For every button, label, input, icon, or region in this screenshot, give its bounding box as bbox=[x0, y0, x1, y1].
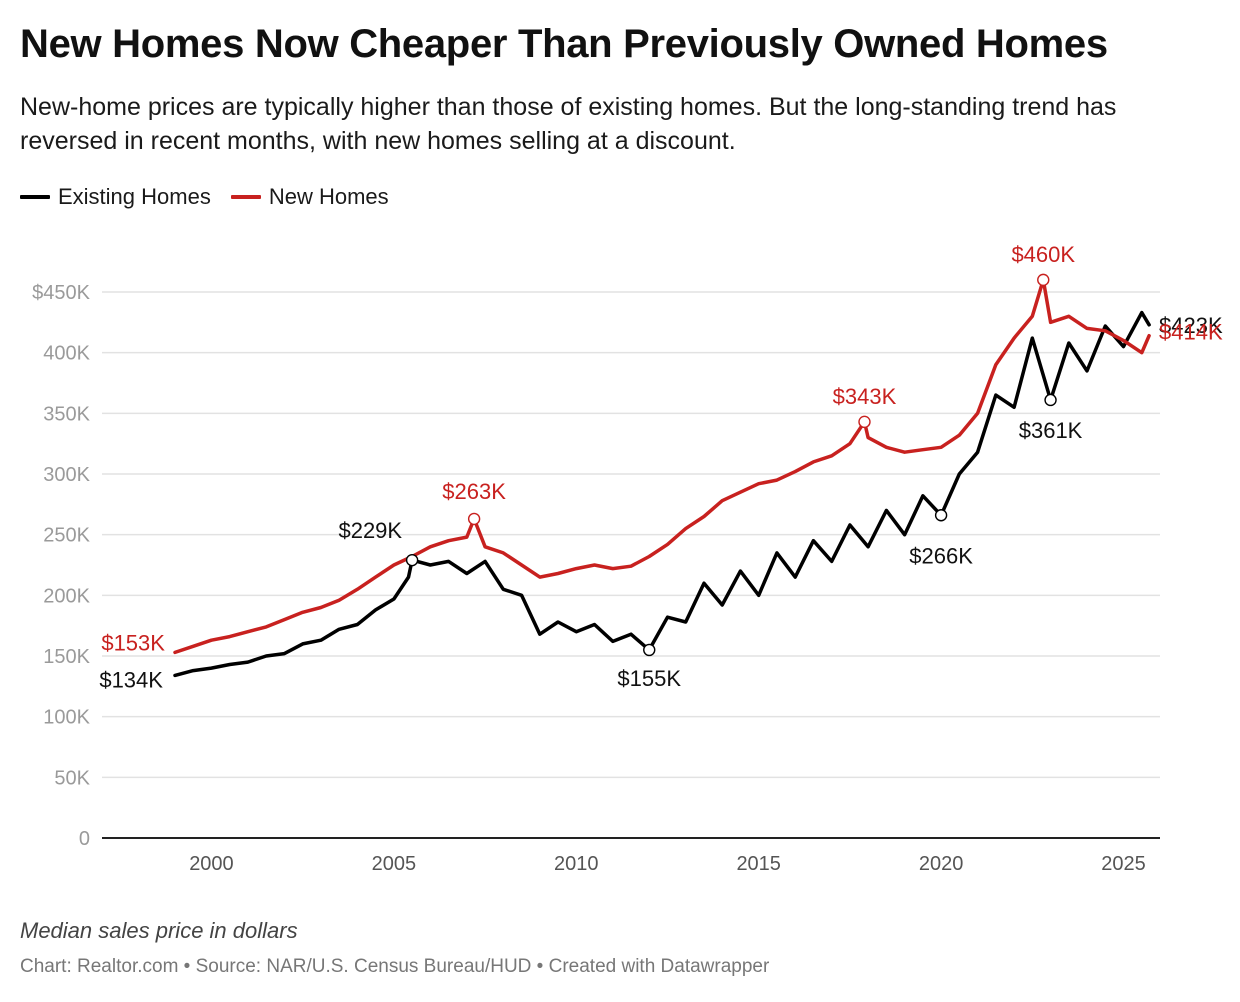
x-tick-label-4: 2020 bbox=[919, 853, 964, 875]
annotation-label-1-1: $263K bbox=[442, 479, 506, 504]
chart-note: Median sales price in dollars bbox=[20, 918, 298, 943]
y-tick-label-8: 400K bbox=[43, 343, 90, 365]
x-tick-label-2: 2010 bbox=[554, 853, 599, 875]
annotation-marker-0-2 bbox=[643, 643, 656, 657]
annotation-marker-0-1 bbox=[405, 553, 419, 567]
x-tick-label-1: 2005 bbox=[372, 853, 417, 875]
annotation-marker-1-2 bbox=[858, 415, 871, 429]
series-line-new-homes bbox=[173, 278, 1151, 655]
y-tick-label-1: 50K bbox=[54, 767, 90, 789]
annotation-label-0-1: $229K bbox=[338, 518, 402, 543]
annotation-label-1-3: $460K bbox=[1011, 242, 1075, 267]
y-tick-label-6: 300K bbox=[43, 464, 90, 486]
annotation-label-0-2: $155K bbox=[617, 666, 681, 691]
annotation-label-0-5: $423K bbox=[1159, 313, 1223, 338]
legend-swatch-new-homes bbox=[230, 195, 261, 199]
y-tick-label-5: 250K bbox=[43, 525, 90, 547]
legend-item-new-homes: New Homes bbox=[230, 184, 389, 210]
legend-label-existing-homes: Existing Homes bbox=[58, 184, 211, 209]
series-line-existing-homes bbox=[173, 310, 1151, 678]
y-tick-label-3: 150K bbox=[43, 646, 90, 668]
x-tick-label-3: 2015 bbox=[736, 853, 781, 875]
x-tick-label-0: 2000 bbox=[189, 853, 234, 875]
chart-title: New Homes Now Cheaper Than Previously Ow… bbox=[20, 22, 1108, 66]
legend: Existing Homes New Homes bbox=[20, 184, 409, 210]
annotation-marker-0-4 bbox=[1044, 393, 1057, 407]
annotation-label-0-4: $361K bbox=[1019, 418, 1083, 443]
y-tick-label-9: $450K bbox=[32, 282, 90, 304]
annotation-label-0-3: $266K bbox=[909, 543, 973, 568]
chart-subtitle: New-home prices are typically higher tha… bbox=[20, 93, 1117, 155]
y-tick-label-4: 200K bbox=[43, 585, 90, 607]
annotation-marker-1-1 bbox=[467, 512, 481, 526]
y-tick-label-2: 100K bbox=[43, 707, 90, 729]
legend-swatch-existing-homes bbox=[20, 195, 50, 199]
y-tick-label-0: 0 bbox=[79, 828, 90, 850]
legend-item-existing-homes: Existing Homes bbox=[20, 184, 211, 210]
line-chart: 0 50K 100K 150K 200K 250K 300K 350K 400K $450K 200… bbox=[32, 242, 1223, 875]
chart-source: Chart: Realtor.com • Source: NAR/U.S. Ce… bbox=[20, 956, 770, 977]
annotation-label-1-4: $414K bbox=[1159, 320, 1223, 345]
x-tick-label-5: 2025 bbox=[1101, 853, 1146, 875]
annotation-label-1-0: $153K bbox=[101, 630, 165, 655]
annotation-label-0-0: $134K bbox=[99, 667, 163, 692]
annotation-label-1-2: $343K bbox=[833, 384, 897, 409]
legend-label-new-homes: New Homes bbox=[268, 184, 389, 209]
annotation-marker-1-3 bbox=[1037, 273, 1050, 287]
annotation-marker-0-3 bbox=[934, 509, 948, 522]
y-tick-label-7: 350K bbox=[43, 403, 90, 425]
